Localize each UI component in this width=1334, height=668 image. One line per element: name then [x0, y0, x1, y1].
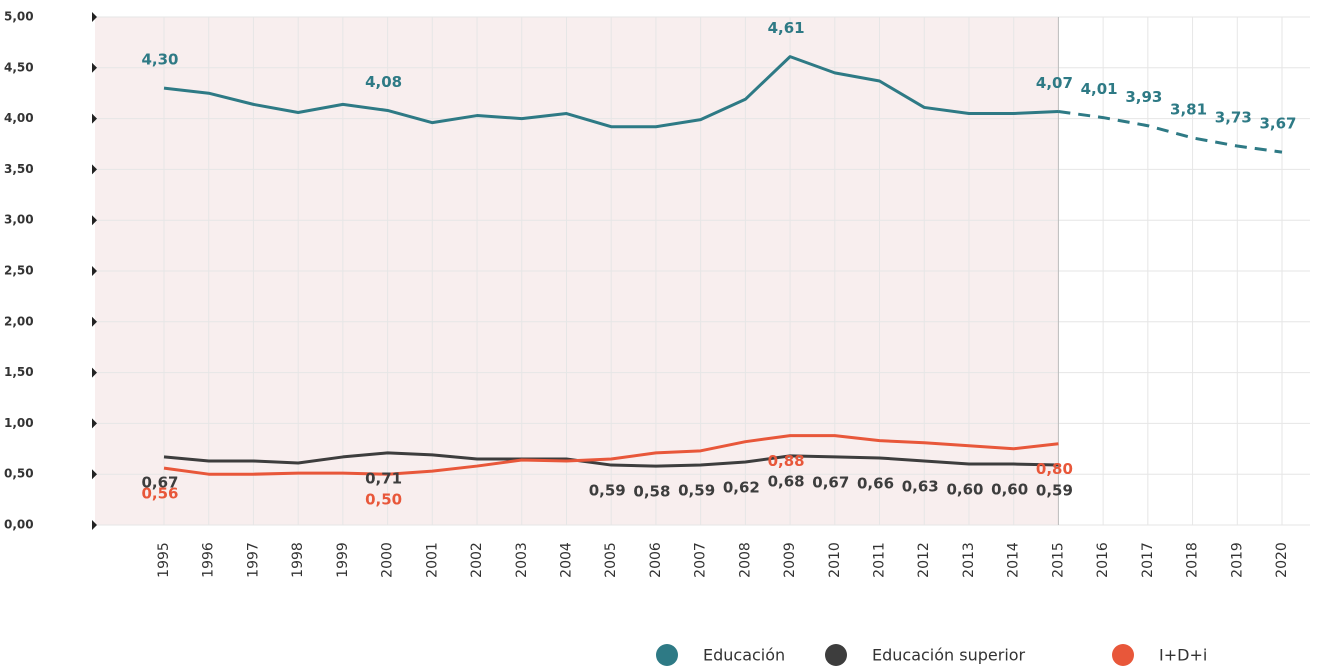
x-tick-label: 2009 [782, 542, 798, 578]
y-tick-label: 0,00 [4, 518, 34, 532]
value-label: 3,67 [1259, 115, 1296, 133]
legend-swatch [656, 644, 678, 666]
y-tick-mark [92, 12, 97, 22]
value-label: 3,81 [1170, 100, 1207, 118]
value-label: 0,56 [141, 485, 178, 503]
x-tick-label: 2006 [648, 542, 664, 578]
x-tick-label: 1997 [245, 542, 261, 578]
y-tick-mark [92, 113, 97, 124]
value-label: 0,67 [141, 473, 178, 491]
y-tick-label: 3,50 [4, 162, 34, 176]
y-tick-mark [92, 266, 97, 276]
y-tick-mark [92, 316, 97, 327]
legend-label: Educación [703, 646, 785, 665]
y-tick-mark [92, 215, 97, 226]
y-tick-mark [92, 367, 97, 378]
x-tick-label: 2012 [916, 542, 932, 578]
legend-label: Educación superior [872, 646, 1026, 665]
x-tick-label: 1996 [201, 542, 217, 578]
x-tick-label: 1995 [156, 542, 172, 578]
value-label: 4,30 [141, 51, 178, 69]
x-tick-label: 2007 [693, 542, 709, 578]
y-tick-label: 4,50 [4, 60, 34, 74]
x-tick-label: 2014 [1006, 542, 1022, 578]
x-tick-label: 2008 [737, 542, 753, 578]
value-label: 0,60 [991, 481, 1028, 499]
value-label: 4,07 [1036, 74, 1073, 92]
legend-swatch [825, 644, 847, 666]
line [163, 434, 1059, 476]
y-tick-mark [92, 469, 97, 480]
y-tick-label: 4,00 [4, 111, 34, 125]
value-label: 4,61 [768, 19, 805, 37]
x-tick-label: 2017 [1140, 542, 1156, 578]
x-tick-label: 1998 [290, 542, 306, 578]
x-tick-label: 2015 [1050, 542, 1066, 578]
value-label: 0,59 [589, 482, 626, 500]
value-label: 0,62 [723, 479, 760, 497]
y-tick-label: 5,00 [4, 10, 34, 24]
x-tick-label: 2011 [872, 542, 888, 578]
line-projection [1058, 110, 1283, 154]
y-tick-mark [92, 62, 97, 73]
value-label: 0,67 [812, 473, 849, 491]
line [163, 451, 1059, 468]
x-tick-label: 1999 [335, 542, 351, 578]
value-label: 0,59 [1036, 482, 1073, 500]
y-tick-mark [92, 164, 97, 175]
x-tick-label: 2020 [1274, 542, 1290, 578]
value-label: 3,93 [1125, 88, 1162, 106]
value-label: 0,58 [633, 483, 670, 501]
value-label: 0,63 [902, 477, 939, 495]
x-tick-label: 2016 [1095, 542, 1111, 578]
y-tick-mark [92, 520, 97, 530]
value-label: 3,73 [1215, 109, 1252, 127]
x-tick-label: 2000 [380, 542, 396, 578]
line [163, 55, 1059, 129]
y-tick-label: 3,00 [4, 213, 34, 227]
y-tick-mark [92, 418, 97, 429]
x-tick-label: 2013 [961, 542, 977, 578]
y-tick-label: 0,50 [4, 467, 34, 481]
y-tick-label: 1,50 [4, 365, 34, 379]
value-label: 4,01 [1081, 80, 1118, 98]
value-label: 0,50 [365, 491, 402, 509]
value-label: 0,66 [857, 474, 894, 492]
value-label: 0,60 [946, 481, 983, 499]
value-label: 0,80 [1036, 460, 1073, 478]
x-tick-label: 2010 [827, 542, 843, 578]
x-tick-label: 2005 [603, 542, 619, 578]
y-tick-label: 2,50 [4, 264, 34, 278]
x-tick-label: 2002 [469, 542, 485, 578]
x-tick-label: 2018 [1185, 542, 1201, 578]
value-label: 0,71 [365, 469, 402, 487]
legend-label: I+D+i [1159, 646, 1207, 665]
value-label: 0,68 [768, 472, 805, 490]
y-tick-label: 2,00 [4, 314, 34, 328]
y-tick-label: 1,00 [4, 416, 34, 430]
x-tick-label: 2003 [514, 542, 530, 578]
x-tick-label: 2004 [558, 542, 574, 578]
legend-swatch [1112, 644, 1134, 666]
value-label: 0,88 [768, 452, 805, 470]
x-tick-label: 2001 [424, 542, 440, 578]
x-tick-label: 2019 [1229, 542, 1245, 578]
value-label: 0,59 [678, 482, 715, 500]
value-label: 4,08 [365, 73, 402, 91]
